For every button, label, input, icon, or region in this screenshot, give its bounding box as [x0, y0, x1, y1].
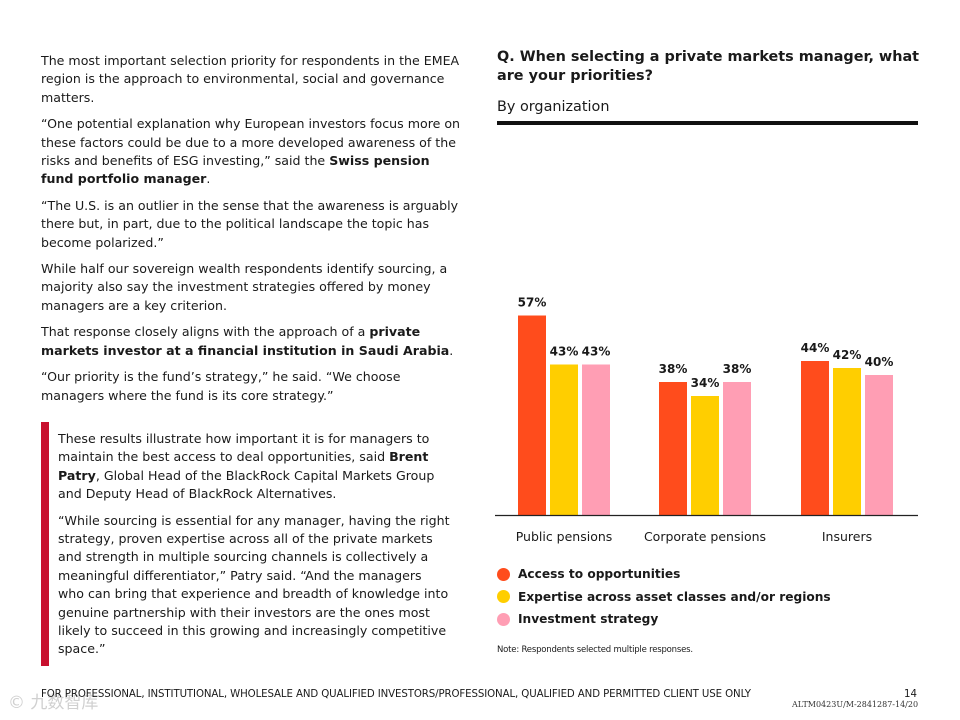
legend-item-strategy: Investment strategy — [497, 608, 831, 631]
bar-corporate-pensions-3 — [723, 382, 751, 515]
legend-item-expertise: Expertise across asset classes and/or re… — [497, 586, 831, 609]
data-label: 44% — [801, 341, 830, 355]
callout-p1-end: , Global Head of the BlackRock Capital M… — [58, 467, 435, 502]
data-label: 34% — [691, 376, 720, 390]
data-label: 43% — [550, 345, 579, 359]
bar-insurers-2 — [833, 368, 861, 515]
footer-disclaimer: FOR PROFESSIONAL, INSTITUTIONAL, WHOLESA… — [41, 689, 751, 700]
bar-public-pensions-2 — [550, 364, 578, 515]
page-number: 14 — [904, 689, 917, 700]
category-label: Insurers — [822, 529, 872, 544]
bar-public-pensions-1 — [518, 315, 546, 515]
category-label: Corporate pensions — [644, 529, 766, 544]
data-label: 40% — [865, 355, 894, 369]
paragraph-1: The most important selection priority fo… — [41, 53, 460, 105]
paragraph-2-text: “One potential explanation why European … — [41, 116, 461, 169]
data-label: 38% — [723, 362, 752, 376]
watermark-logo: © 九数智库 — [8, 693, 99, 713]
legend-dot-access — [497, 567, 510, 581]
body-text-column: The most important selection priority fo… — [41, 52, 466, 413]
paragraph-4: While half our sovereign wealth responde… — [41, 261, 448, 313]
bar-corporate-pensions-2 — [691, 396, 719, 515]
paragraph-2-bold: Swiss pension fund portfolio manager — [41, 153, 430, 187]
legend-dot-expertise — [497, 590, 510, 604]
callout-box: These results illustrate how important i… — [41, 422, 461, 666]
callout-p1-bold: Brent Patry — [58, 449, 429, 483]
legend-item-access: Access to opportunities — [497, 563, 831, 586]
callout-paragraph-1: These results illustrate how important i… — [58, 430, 450, 504]
callout-text: These results illustrate how important i… — [58, 430, 450, 667]
data-label: 38% — [659, 362, 688, 376]
paragraph-2-end: . — [206, 171, 211, 187]
chart-title: Q. When selecting a private markets mana… — [497, 49, 920, 84]
callout-accent-bar — [41, 422, 49, 666]
chart-legend: Access to opportunities Expertise across… — [497, 563, 831, 631]
paragraph-5-text: That response closely aligns with the ap… — [41, 324, 370, 340]
legend-label-expertise: Expertise across asset classes and/or re… — [518, 589, 831, 604]
callout-p1-text: These results illustrate how important i… — [58, 431, 430, 465]
paragraph-3: “The U.S. is an outlier in the sense tha… — [41, 197, 459, 250]
chart-subtitle: By organization — [497, 99, 610, 115]
paragraph-5-end: . — [449, 342, 454, 358]
bar-public-pensions-3 — [582, 364, 610, 515]
legend-dot-strategy — [497, 612, 510, 626]
paragraph-5-bold: private markets investor at a financial … — [41, 324, 450, 358]
legend-label-strategy: Investment strategy — [518, 612, 659, 627]
data-label: 42% — [833, 348, 862, 362]
title-divider — [497, 121, 918, 125]
data-label: 57% — [518, 296, 547, 310]
callout-paragraph-2: “While sourcing is essential for any man… — [58, 512, 450, 657]
bar-insurers-3 — [865, 375, 893, 515]
legend-label-access: Access to opportunities — [518, 567, 681, 582]
bar-insurers-1 — [801, 361, 829, 515]
paragraph-2: “One potential explanation why European … — [41, 115, 466, 189]
chart-note: Note: Respondents selected multiple resp… — [497, 645, 693, 655]
bar-chart: 57% 43% 43% Public pensions 38%34%38% Corpora… — [495, 296, 918, 544]
data-label: 43% — [582, 345, 611, 359]
bar-corporate-pensions-1 — [659, 382, 687, 515]
paragraph-6: “Our priority is the fund’s strategy,” h… — [41, 369, 401, 403]
document-code: ALTM0423U/M-2841287-14/20 — [792, 700, 919, 709]
category-label: Public pensions — [516, 529, 613, 544]
paragraph-5: That response closely aligns with the ap… — [41, 323, 466, 360]
